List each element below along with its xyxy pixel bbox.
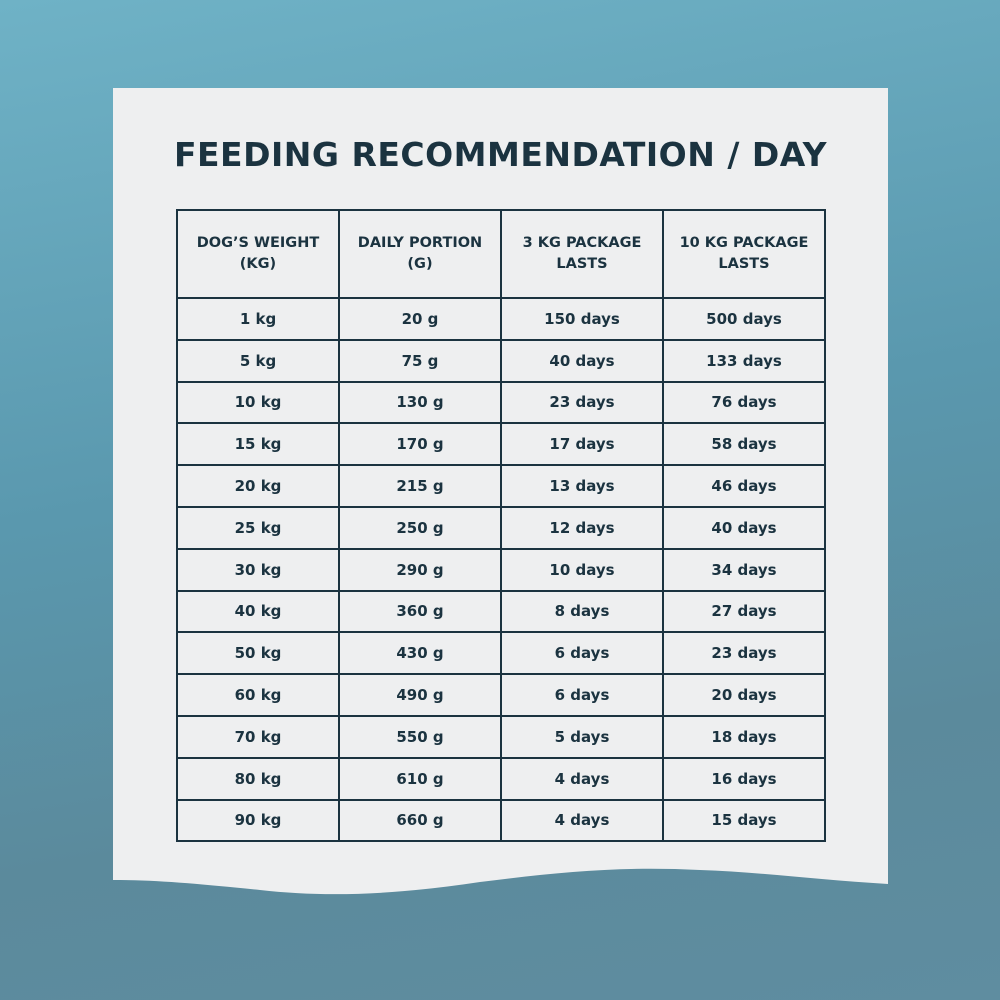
header-line: (G) <box>407 256 433 272</box>
table-cell: 10 days <box>500 547 664 592</box>
table-cell: 10 kg <box>176 380 340 425</box>
table-cell: 430 g <box>338 631 502 676</box>
table-cell: 58 days <box>662 422 826 467</box>
table-cell: 23 days <box>500 380 664 425</box>
header-line: (KG) <box>239 256 277 272</box>
table-row: 10 kg 130 g 23 days 76 days <box>176 380 826 425</box>
table-cell: 80 kg <box>176 756 340 801</box>
table-cell: 30 kg <box>176 547 340 592</box>
table-cell: 150 days <box>500 297 664 341</box>
table-row: 1 kg 20 g 150 days 500 days <box>176 297 826 341</box>
header-line: LASTS <box>556 256 608 272</box>
table-cell: 40 days <box>662 505 826 550</box>
table-cell: 12 days <box>500 505 664 550</box>
table-cell: 23 days <box>662 631 826 676</box>
column-header: DAILY PORTION (G) <box>338 209 502 299</box>
table-cell: 170 g <box>338 422 502 467</box>
table-cell: 13 days <box>500 464 664 508</box>
table-row: 5 kg 75 g 40 days 133 days <box>176 338 826 383</box>
table-cell: 250 g <box>338 505 502 550</box>
table-cell: 360 g <box>338 589 502 634</box>
table-cell: 25 kg <box>176 505 340 550</box>
table-cell: 90 kg <box>176 798 340 843</box>
table-cell: 215 g <box>338 464 502 508</box>
table-cell: 20 g <box>338 297 502 341</box>
table-cell: 15 kg <box>176 422 340 467</box>
table-cell: 27 days <box>662 589 826 634</box>
table-row: 15 kg 170 g 17 days 58 days <box>176 422 826 467</box>
table-cell: 17 days <box>500 422 664 467</box>
table-cell: 46 days <box>662 464 826 508</box>
table-body: 1 kg 20 g 150 days 500 days 5 kg 75 g 40 days 1… <box>176 297 826 843</box>
column-header: 10 KG PACKAGE LASTS <box>662 209 826 299</box>
column-header: DOG’S WEIGHT (KG) <box>176 209 340 299</box>
column-header: 3 KG PACKAGE LASTS <box>500 209 664 299</box>
table-row: 30 kg 290 g 10 days 34 days <box>176 547 826 592</box>
header-line: DOG’S WEIGHT <box>196 235 320 251</box>
table-cell: 34 days <box>662 547 826 592</box>
table-cell: 610 g <box>338 756 502 801</box>
table-cell: 16 days <box>662 756 826 801</box>
table-cell: 290 g <box>338 547 502 592</box>
table-cell: 490 g <box>338 673 502 717</box>
table-cell: 660 g <box>338 798 502 843</box>
title: FEEDING RECOMMENDATION / DAY <box>173 135 828 174</box>
header-row: DOG’S WEIGHT (KG) DAILY PORTION (G) 3 KG PAC… <box>176 209 826 299</box>
table-cell: 8 days <box>500 589 664 634</box>
table-cell: 550 g <box>338 714 502 759</box>
header-line: 3 KG PACKAGE <box>522 235 642 251</box>
table-cell: 4 days <box>500 798 664 843</box>
table-cell: 40 kg <box>176 589 340 634</box>
header-line: DAILY PORTION <box>357 235 483 251</box>
table-head: DOG’S WEIGHT (KG) DAILY PORTION (G) 3 KG PAC… <box>176 209 826 299</box>
table-cell: 1 kg <box>176 297 340 341</box>
table-cell: 133 days <box>662 338 826 383</box>
table-cell: 5 days <box>500 714 664 759</box>
table-cell: 130 g <box>338 380 502 425</box>
header-line: LASTS <box>718 256 770 272</box>
table-cell: 20 kg <box>176 464 340 508</box>
table-cell: 4 days <box>500 756 664 801</box>
feeding-table: DOG’S WEIGHT (KG) DAILY PORTION (G) 3 KG PAC… <box>176 209 826 843</box>
table-cell: 500 days <box>662 297 826 341</box>
header-line: 10 KG PACKAGE <box>679 235 809 251</box>
table-cell: 15 days <box>662 798 826 843</box>
table-cell: 60 kg <box>176 673 340 717</box>
table-cell: 6 days <box>500 673 664 717</box>
table-cell: 20 days <box>662 673 826 717</box>
table-cell: 50 kg <box>176 631 340 676</box>
table-cell: 18 days <box>662 714 826 759</box>
table-cell: 5 kg <box>176 338 340 383</box>
table-row: 25 kg 250 g 12 days 40 days <box>176 505 826 550</box>
table-cell: 76 days <box>662 380 826 425</box>
table-cell: 40 days <box>500 338 664 383</box>
table-cell: 70 kg <box>176 714 340 759</box>
table-row: 20 kg 215 g 13 days 46 days <box>176 464 826 508</box>
table-cell: 6 days <box>500 631 664 676</box>
table-cell: 75 g <box>338 338 502 383</box>
